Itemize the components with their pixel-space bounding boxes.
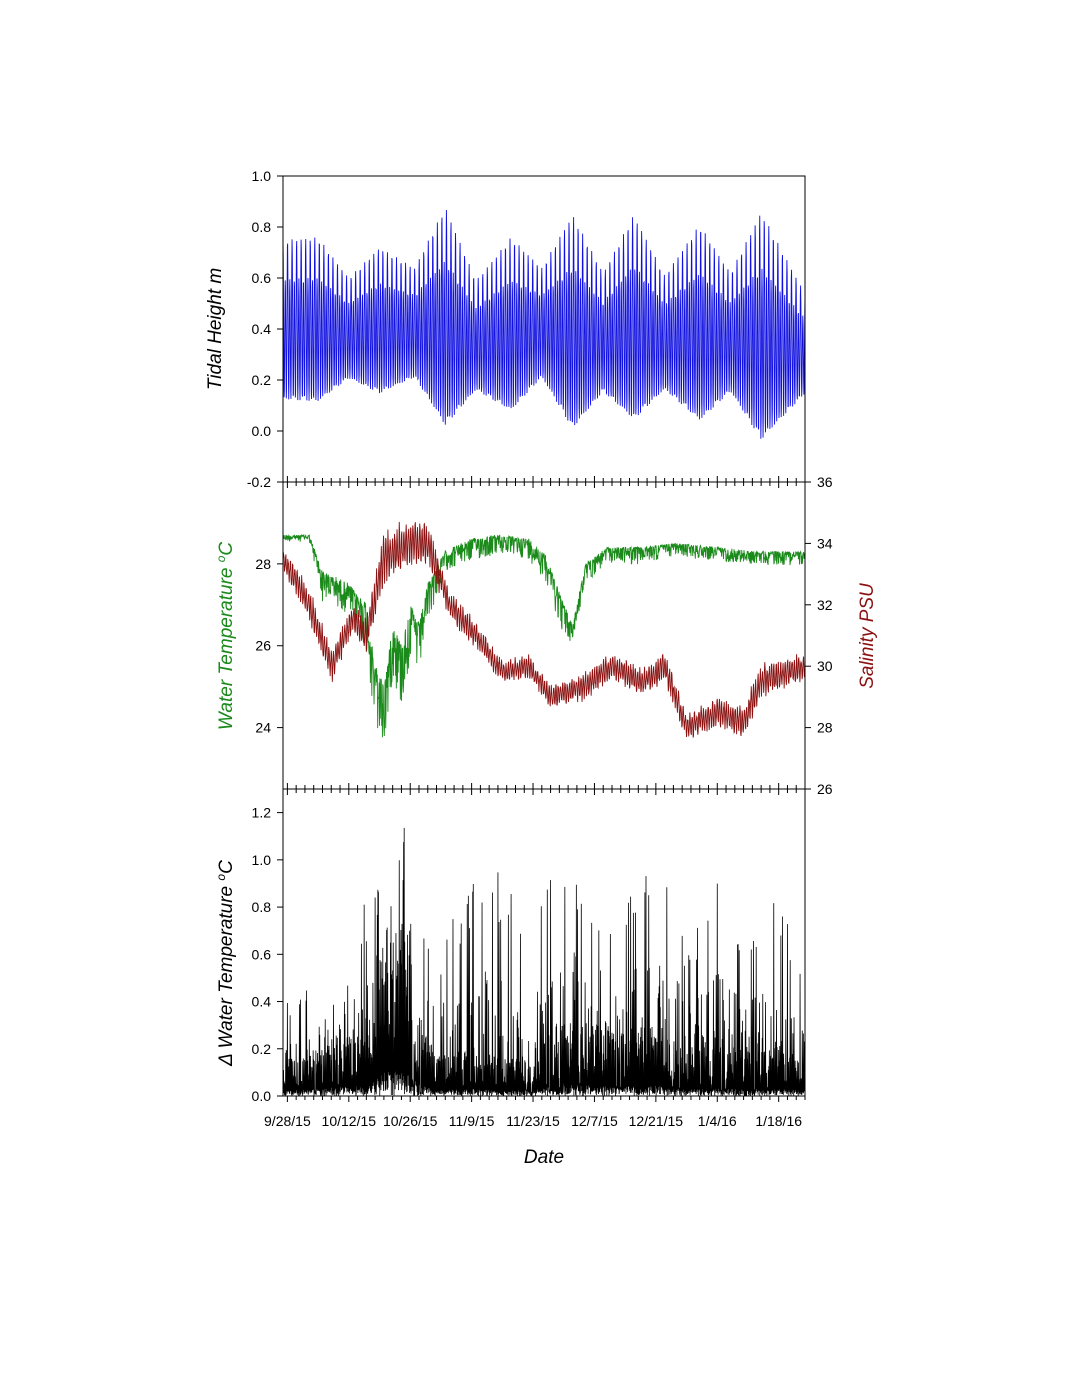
bottom-y-tick-label: 1.2 (252, 805, 272, 821)
x-tick-label: 10/12/15 (322, 1113, 377, 1129)
ticks-layer: -0.2 0.0 0.2 0.4 0.6 0.8 1.0 24 26 28 26 28 30 32 34 36… (247, 168, 833, 1129)
bottom-panel-frame (282, 788, 806, 1097)
x-tick-label: 10/26/15 (383, 1113, 438, 1129)
middle-y2-tick-label: 28 (817, 720, 833, 736)
x-tick-label: 1/18/16 (755, 1113, 802, 1129)
bottom-y-tick-label: 0.4 (252, 994, 272, 1010)
x-tick-label: 11/9/15 (449, 1113, 495, 1129)
x-tick-label: 12/21/15 (629, 1113, 684, 1129)
top-ylabel: Tidal Height m (205, 268, 226, 390)
top-y-tick-label: 0.2 (252, 372, 272, 388)
bottom-y-tick-label: 0.0 (252, 1088, 272, 1104)
bottom-y-tick-label: 0.8 (252, 899, 272, 915)
middle-y2-tick-label: 34 (817, 535, 833, 551)
delta-water-temperature-series (282, 827, 806, 1098)
salinity-series (282, 521, 806, 738)
x-tick-label: 1/4/16 (698, 1113, 737, 1129)
top-y-tick-label: 0.8 (252, 219, 272, 235)
middle-y-tick-label: 28 (255, 556, 271, 572)
bottom-y-tick-label: 0.2 (252, 1041, 272, 1057)
tidal-height-series (282, 209, 806, 439)
middle-y-tick-label: 24 (255, 720, 271, 736)
x-tick-label: 12/7/15 (571, 1113, 618, 1129)
bottom-ylabel-unit: C (216, 860, 237, 874)
x-tick-label: 9/28/15 (264, 1113, 311, 1129)
top-y-tick-label: 1.0 (252, 168, 272, 184)
top-y-tick-label: 0.4 (252, 321, 272, 337)
lines-layer (282, 209, 806, 1098)
top-y-tick-label: 0.6 (252, 270, 272, 286)
middle-y2-tick-label: 36 (817, 474, 833, 490)
bottom-ylabel-text: Δ Water Temperature (216, 881, 237, 1067)
bottom-y-tick-label: 0.6 (252, 946, 272, 962)
top-y-tick-label: 0.0 (252, 423, 272, 439)
middle-y2-tick-label: 26 (817, 781, 833, 797)
water-temperature-series (282, 533, 806, 738)
middle-y2-tick-label: 30 (817, 658, 833, 674)
xlabel: Date (524, 1147, 564, 1168)
middle-y2label: Salinity PSU (857, 583, 878, 689)
middle-ylabel-text: Water Temperature (216, 562, 237, 730)
middle-ylabel-degree: o (214, 555, 228, 562)
middle-y2-tick-label: 32 (817, 597, 833, 613)
bottom-ylabel-degree: o (214, 874, 228, 881)
bottom-y-tick-label: 1.0 (252, 852, 272, 868)
bottom-ylabel: Δ Water Temperature oC (214, 860, 237, 1067)
top-y-tick-label: -0.2 (247, 474, 271, 490)
middle-ylabel: Water Temperature oC (214, 542, 237, 731)
middle-ylabel-unit: C (216, 542, 237, 556)
middle-y-tick-label: 26 (255, 638, 271, 654)
x-tick-label: 11/23/15 (506, 1113, 560, 1129)
